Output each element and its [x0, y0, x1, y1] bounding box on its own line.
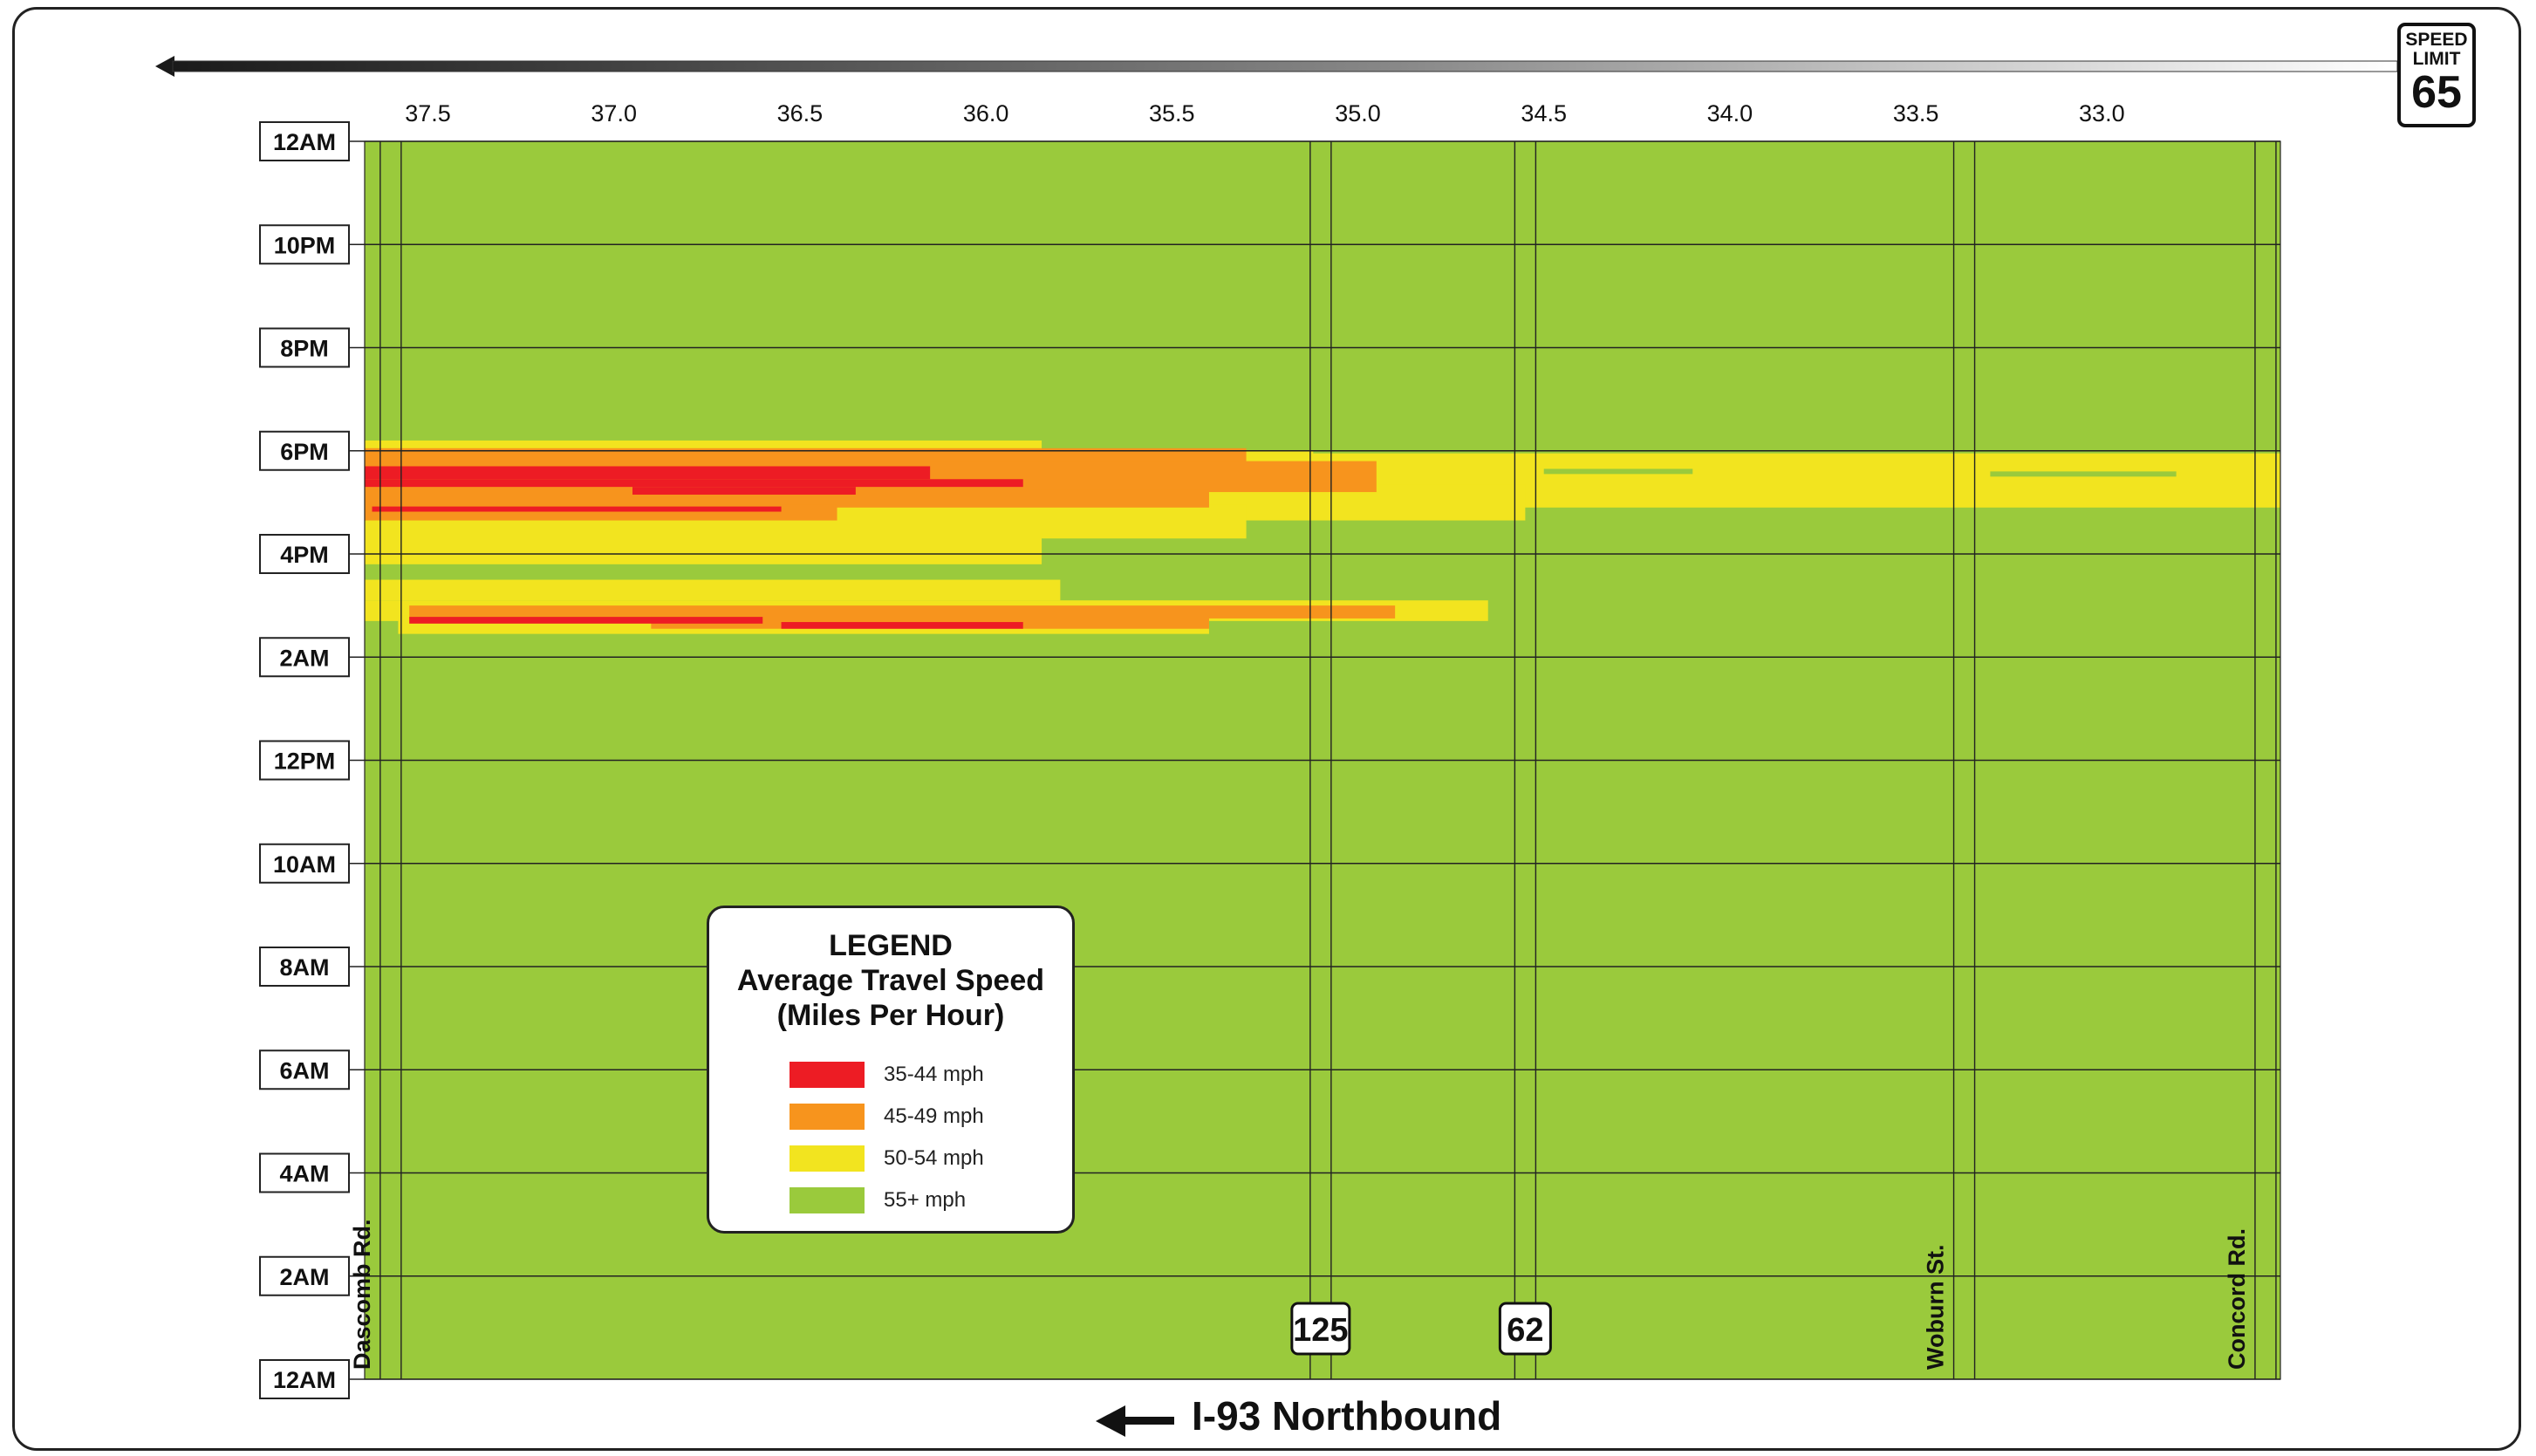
legend-label: 45-49 mph — [884, 1104, 984, 1128]
y-tick-box — [259, 327, 350, 368]
y-tick: 6PM — [259, 430, 350, 471]
legend-swatch — [790, 1145, 865, 1172]
road-label: Woburn St. — [1923, 1245, 1949, 1370]
speed-segment — [365, 479, 1023, 488]
y-tick-box — [259, 1152, 350, 1193]
y-tick: 8AM — [259, 947, 350, 987]
y-tick: 4PM — [259, 534, 350, 574]
direction-gradient-arrow — [155, 56, 2398, 77]
speed-segment — [409, 605, 1396, 619]
figure-frame — [12, 7, 2521, 1451]
y-tick: 2AM — [259, 637, 350, 678]
y-tick-label: 12AM — [273, 129, 336, 155]
y-tick-box — [259, 121, 350, 161]
legend-item: 35-44 mph — [790, 1062, 984, 1088]
y-tick-label: 8AM — [279, 954, 329, 981]
legend-swatch — [790, 1062, 865, 1088]
y-tick: 6AM — [259, 1049, 350, 1090]
y-tick: 12AM — [259, 1359, 350, 1399]
legend-swatch — [790, 1104, 865, 1130]
y-tick-label: 4AM — [279, 1161, 329, 1187]
y-tick-label: 2AM — [279, 1264, 329, 1290]
y-tick-label: 10AM — [273, 851, 336, 878]
speed-segment — [409, 617, 763, 624]
y-tick: 12AM — [259, 121, 350, 161]
y-tick-box — [259, 1255, 350, 1296]
x-tick-label: 35.5 — [1149, 100, 1195, 126]
road-label: Concord Rd. — [2224, 1228, 2250, 1370]
y-tick-box — [259, 740, 350, 781]
direction-label-arrow — [1096, 1405, 1174, 1437]
legend-subtitle-1: Average Travel Speed — [736, 964, 1045, 997]
y-tick: 2AM — [259, 1255, 350, 1296]
speed-segment — [1990, 471, 2177, 477]
speed-segment — [365, 489, 1209, 508]
sign-line1: SPEED — [2405, 30, 2468, 50]
x-tick-label: 37.5 — [405, 100, 451, 126]
sign-speed: 65 — [2411, 67, 2462, 118]
x-tick-label: 36.0 — [963, 100, 1009, 126]
legend-label: 35-44 mph — [884, 1063, 984, 1086]
road-label: Dascomb Rd. — [349, 1219, 375, 1370]
y-tick-label: 12AM — [273, 1367, 336, 1393]
legend-item: 50-54 mph — [790, 1145, 984, 1172]
x-tick-label: 37.0 — [591, 100, 637, 126]
speed-limit-sign: SPEED LIMIT 65 — [2397, 23, 2476, 127]
speed-segment — [365, 448, 1247, 464]
x-tick-label: 34.0 — [1707, 100, 1753, 126]
y-tick-box — [259, 947, 350, 987]
x-tick-label: 33.5 — [1893, 100, 1939, 126]
y-tick: 4AM — [259, 1152, 350, 1193]
sign-line2: LIMIT — [2412, 49, 2461, 69]
x-tick-label: 34.5 — [1521, 100, 1567, 126]
legend-swatch — [790, 1187, 865, 1213]
y-tick-box — [259, 224, 350, 265]
legend-title: LEGEND — [829, 929, 953, 962]
y-tick-label: 2AM — [279, 645, 329, 671]
y-tick-label: 4PM — [280, 542, 329, 568]
legend: LEGEND Average Travel Speed (Miles Per H… — [707, 906, 1075, 1234]
x-tick-label: 36.5 — [777, 100, 824, 126]
route-shield: 125 — [1290, 1302, 1351, 1356]
legend-subtitle-2: (Miles Per Hour) — [776, 999, 1005, 1032]
route-shield-box — [1290, 1302, 1351, 1356]
y-tick: 10PM — [259, 224, 350, 265]
speed-segment — [1543, 468, 1693, 475]
y-tick-box — [259, 843, 350, 884]
y-tick-label: 12PM — [274, 749, 336, 775]
legend-label: 50-54 mph — [884, 1146, 984, 1170]
route-shield-number: 62 — [1507, 1312, 1543, 1349]
y-tick: 10AM — [259, 843, 350, 884]
plot-border — [364, 140, 2281, 1380]
direction-label: I-93 Northbound — [1192, 1393, 1502, 1439]
speed-segment — [372, 506, 782, 512]
y-tick-box — [259, 1359, 350, 1399]
speed-segment — [365, 579, 1061, 601]
y-tick-box — [259, 534, 350, 574]
y-tick-box — [259, 430, 350, 471]
y-tick: 8PM — [259, 327, 350, 368]
x-tick-label: 33.0 — [2079, 100, 2125, 126]
y-tick-label: 10PM — [274, 232, 336, 258]
y-tick-box — [259, 637, 350, 678]
route-shield-box — [1498, 1302, 1552, 1356]
route-shield-number: 125 — [1293, 1312, 1348, 1349]
speed-segment — [781, 622, 1023, 629]
speed-segment — [365, 466, 931, 480]
legend-item: 55+ mph — [790, 1187, 966, 1213]
y-tick-label: 6AM — [279, 1057, 329, 1083]
speed-segment — [365, 536, 1042, 564]
y-tick-box — [259, 1049, 350, 1090]
x-tick-label: 35.0 — [1335, 100, 1381, 126]
y-tick-label: 6PM — [280, 439, 329, 465]
y-tick: 12PM — [259, 740, 350, 781]
route-shield: 62 — [1498, 1302, 1552, 1356]
legend-label: 55+ mph — [884, 1188, 967, 1212]
speed-segment — [632, 487, 856, 496]
y-tick-label: 8PM — [280, 336, 329, 362]
legend-item: 45-49 mph — [790, 1104, 984, 1130]
